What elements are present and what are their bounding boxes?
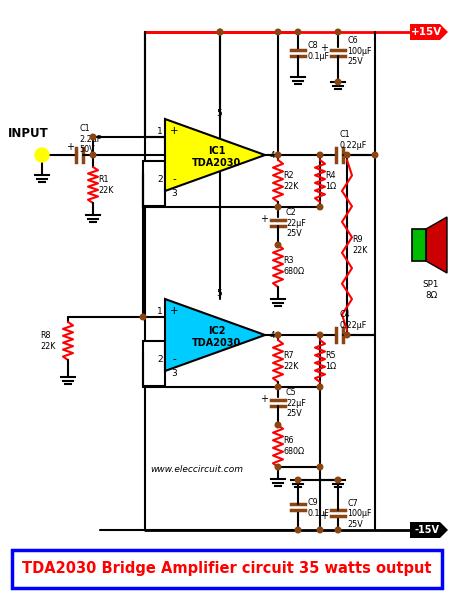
- Bar: [143, 161, 165, 206]
- Circle shape: [217, 29, 223, 35]
- Text: -: -: [172, 354, 176, 364]
- Text: R7
22K: R7 22K: [283, 351, 298, 371]
- Text: -15V: -15V: [415, 525, 439, 535]
- Text: 3: 3: [171, 188, 177, 197]
- Polygon shape: [165, 119, 265, 191]
- Circle shape: [275, 422, 281, 428]
- Circle shape: [275, 29, 281, 35]
- Text: C7
100μF
25V: C7 100μF 25V: [347, 499, 371, 529]
- Circle shape: [372, 152, 378, 158]
- Text: +: +: [320, 43, 328, 53]
- Circle shape: [275, 384, 281, 390]
- Text: TDA2030 Bridge Amplifier circuit 35 watts output: TDA2030 Bridge Amplifier circuit 35 watt…: [22, 562, 432, 577]
- Text: 4: 4: [269, 151, 275, 160]
- Text: C5
22μF
25V: C5 22μF 25V: [286, 388, 306, 418]
- Circle shape: [335, 29, 341, 35]
- FancyBboxPatch shape: [12, 550, 442, 588]
- Text: +: +: [170, 306, 178, 316]
- Text: R4
1Ω: R4 1Ω: [325, 172, 336, 191]
- Text: 5: 5: [216, 289, 222, 298]
- Circle shape: [295, 477, 301, 483]
- Circle shape: [317, 527, 323, 533]
- Circle shape: [344, 152, 350, 158]
- Text: C2
22μF
25V: C2 22μF 25V: [286, 208, 306, 238]
- Circle shape: [275, 332, 281, 338]
- Text: www.eleccircuit.com: www.eleccircuit.com: [150, 466, 243, 475]
- Text: +: +: [170, 126, 178, 136]
- Text: 1: 1: [157, 127, 163, 136]
- Circle shape: [317, 384, 323, 390]
- Circle shape: [275, 242, 281, 248]
- Text: R5
1Ω: R5 1Ω: [325, 351, 336, 371]
- Circle shape: [317, 332, 323, 338]
- Text: INPUT: INPUT: [8, 127, 49, 140]
- Polygon shape: [410, 24, 448, 40]
- Circle shape: [275, 152, 281, 158]
- Text: R6
680Ω: R6 680Ω: [283, 436, 304, 456]
- Circle shape: [275, 204, 281, 210]
- Text: R3
680Ω: R3 680Ω: [283, 256, 304, 275]
- Text: 2: 2: [157, 355, 163, 364]
- Circle shape: [317, 152, 323, 158]
- Polygon shape: [410, 522, 448, 538]
- Text: +15V: +15V: [411, 27, 443, 37]
- Text: R2
22K: R2 22K: [283, 172, 298, 191]
- Circle shape: [317, 464, 323, 470]
- Circle shape: [295, 527, 301, 533]
- Circle shape: [344, 332, 350, 338]
- Text: SP1
8Ω: SP1 8Ω: [423, 280, 439, 299]
- Text: +: +: [260, 394, 268, 404]
- Polygon shape: [165, 299, 265, 371]
- Circle shape: [35, 148, 49, 162]
- Circle shape: [140, 314, 146, 320]
- Text: C8
0.1μF: C8 0.1μF: [307, 41, 329, 61]
- Circle shape: [275, 464, 281, 470]
- Circle shape: [295, 29, 301, 35]
- Text: R1
22K: R1 22K: [98, 175, 114, 194]
- Circle shape: [335, 79, 341, 85]
- Text: -: -: [172, 174, 176, 184]
- Text: C1
0.22μF: C1 0.22μF: [339, 130, 366, 149]
- Text: C6
100μF
25V: C6 100μF 25V: [347, 36, 371, 66]
- Text: R8
22K: R8 22K: [40, 331, 55, 350]
- Bar: [412, 229, 426, 261]
- Text: 2: 2: [157, 175, 163, 184]
- Text: C9
0.1μF: C9 0.1μF: [307, 498, 329, 518]
- Text: C1
2.2μF
50V: C1 2.2μF 50V: [79, 124, 101, 154]
- Polygon shape: [426, 217, 447, 273]
- Circle shape: [90, 134, 96, 140]
- Text: 4: 4: [269, 331, 275, 340]
- Text: +: +: [66, 142, 74, 152]
- Circle shape: [217, 29, 223, 35]
- Text: R9
22K: R9 22K: [352, 235, 367, 254]
- Circle shape: [317, 204, 323, 210]
- Text: 1: 1: [157, 307, 163, 316]
- Circle shape: [90, 152, 96, 158]
- Text: 3: 3: [171, 368, 177, 377]
- Text: +: +: [260, 214, 268, 224]
- Text: C4
0.22μF: C4 0.22μF: [339, 310, 366, 329]
- Text: +: +: [320, 511, 328, 521]
- Bar: [143, 341, 165, 386]
- Circle shape: [335, 527, 341, 533]
- Text: 5: 5: [216, 109, 222, 118]
- Text: IC1
TDA2030: IC1 TDA2030: [192, 146, 242, 168]
- Text: IC2
TDA2030: IC2 TDA2030: [192, 326, 242, 348]
- Circle shape: [335, 477, 341, 483]
